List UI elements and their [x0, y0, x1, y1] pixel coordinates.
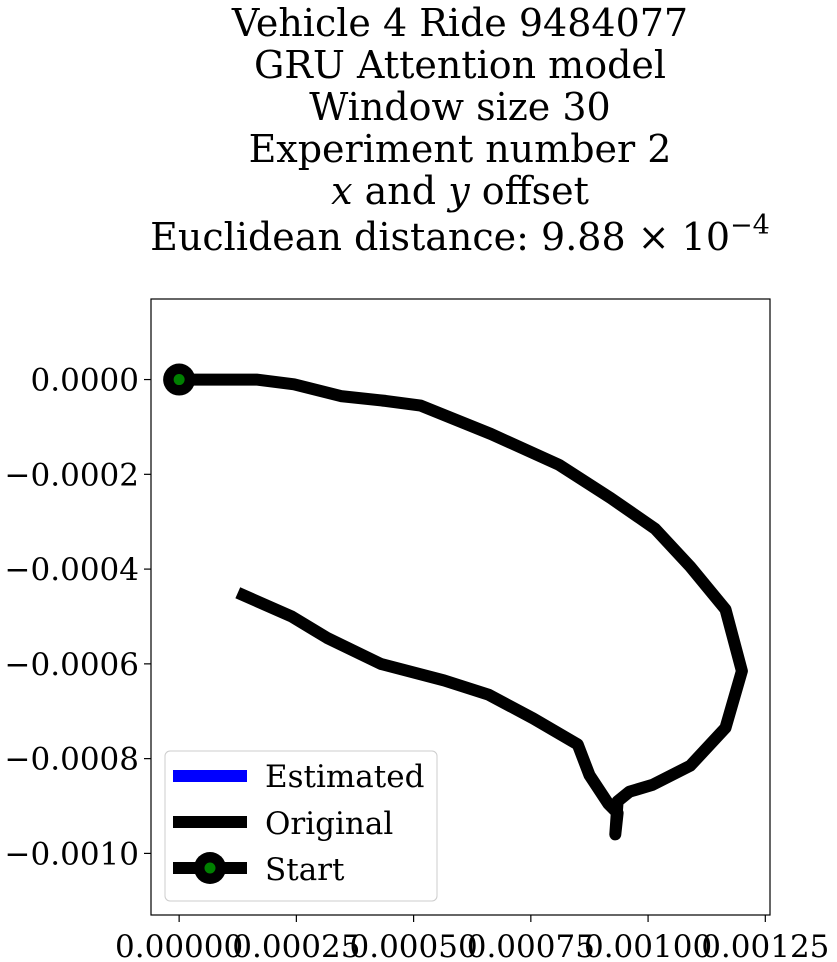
title-euclid-mantissa: 9.88: [541, 215, 626, 259]
x-tick-label: 0.00075: [467, 929, 595, 962]
title-offset: offset: [470, 169, 589, 213]
x-axis-ticks: 0.000000.000250.000500.000750.001000.001…: [115, 915, 829, 962]
title-line-4: Experiment number 2: [249, 127, 672, 171]
legend-label-original: Original: [265, 806, 393, 842]
y-tick-label: −0.0004: [5, 552, 139, 588]
title-euclid-exponent: −4: [730, 210, 770, 241]
title-line-3: Window size 30: [309, 85, 610, 129]
legend: Estimated Original Start: [164, 750, 438, 902]
title-line-5: x and y offset: [331, 169, 589, 213]
x-tick-label: 0.00125: [701, 929, 829, 962]
title-and: and: [353, 169, 449, 213]
series-line-original: [179, 373, 748, 841]
title-math-x: x: [331, 169, 352, 213]
series-group: [179, 373, 748, 841]
y-tick-label: 0.0000: [31, 363, 139, 399]
x-tick-label: 0.00000: [115, 929, 243, 962]
legend-label-start: Start: [265, 852, 345, 888]
start-marker-center: [173, 374, 185, 386]
y-tick-label: −0.0010: [5, 836, 139, 872]
legend-swatch-start-marker-inner: [204, 862, 216, 874]
y-tick-label: −0.0002: [5, 457, 139, 493]
x-tick-label: 0.00025: [232, 929, 360, 962]
title-euclid-prefix: Euclidean distance:: [150, 215, 541, 259]
x-tick-label: 0.00100: [584, 929, 712, 962]
legend-label-estimated: Estimated: [265, 759, 424, 795]
start-marker-group: [163, 363, 196, 396]
title-math-y: y: [446, 169, 470, 213]
title-line-1: Vehicle 4 Ride 9484077: [231, 1, 688, 45]
y-tick-label: −0.0006: [5, 647, 139, 683]
x-tick-label: 0.00050: [350, 929, 478, 962]
title-line-6: Euclidean distance: 9.88 × 10−4: [150, 210, 770, 259]
title-euclid-times: × 10: [626, 215, 730, 259]
plot-area-frame: [150, 298, 771, 916]
chart-title: Vehicle 4 Ride 9484077 GRU Attention mod…: [150, 1, 770, 259]
title-line-2: GRU Attention model: [254, 43, 666, 87]
y-tick-label: −0.0008: [5, 742, 139, 778]
y-axis-ticks: 0.0000 −0.0002 −0.0004 −0.0006 −0.0008 −0.001…: [5, 363, 151, 872]
